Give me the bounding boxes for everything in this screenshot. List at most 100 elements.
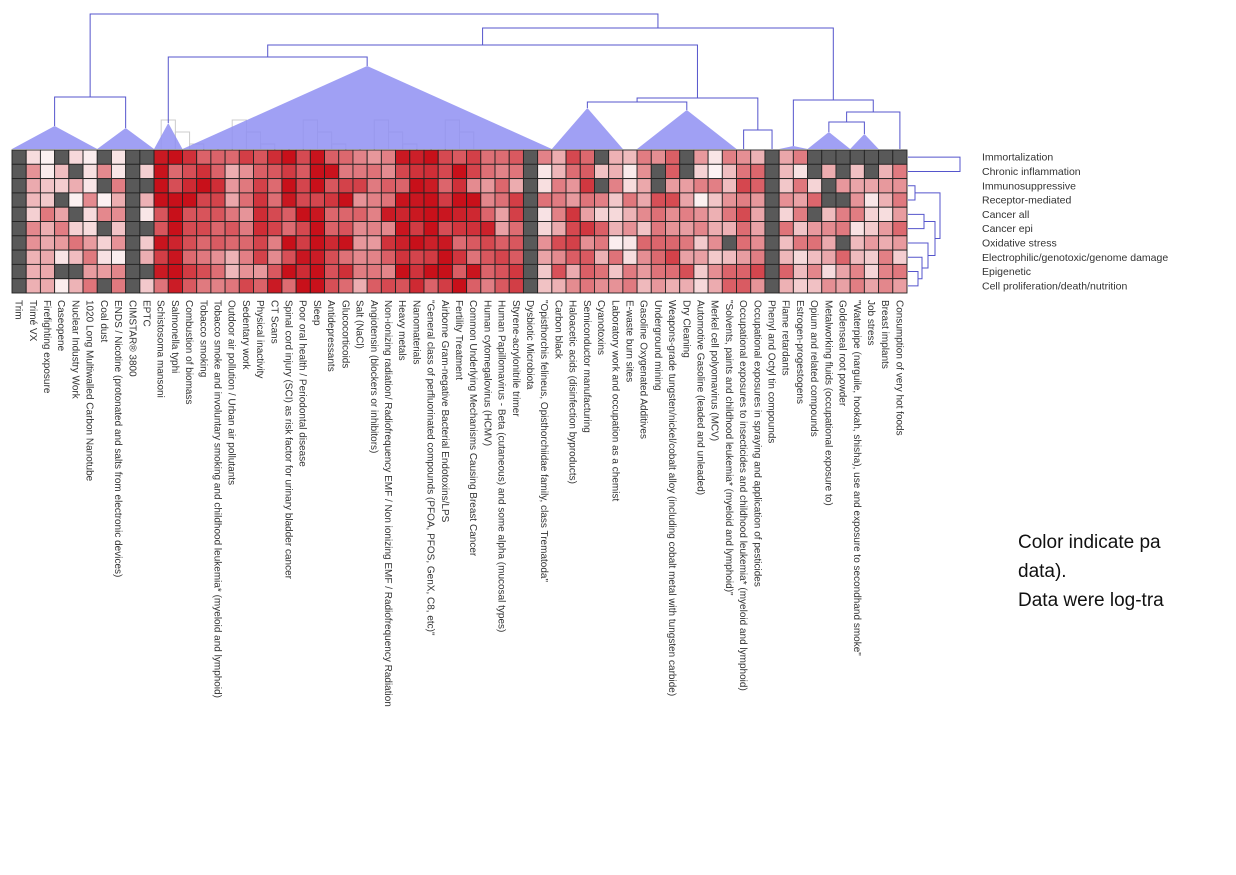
heatmap-cell — [466, 163, 482, 180]
heatmap-cell — [565, 235, 581, 251]
heatmap-cell — [892, 149, 908, 165]
heatmap-cell — [196, 206, 212, 222]
heatmap-cell — [110, 206, 127, 222]
heatmap-cell — [608, 263, 624, 280]
heatmap-cell — [665, 163, 681, 180]
heatmap-cell — [39, 249, 56, 265]
heatmap-cell — [665, 178, 681, 194]
heatmap-cell — [679, 149, 695, 165]
heatmap-cell — [522, 235, 539, 251]
heatmap-cell — [466, 178, 482, 194]
heatmap-cell — [238, 235, 254, 251]
heatmap-cell — [693, 163, 709, 180]
heatmap-cell — [878, 249, 894, 265]
heatmap-cell — [807, 178, 823, 194]
heatmap-cell — [707, 263, 723, 280]
heatmap-cell — [537, 192, 553, 208]
heatmap-cell — [807, 249, 823, 265]
heatmap-cell — [380, 206, 397, 222]
heatmap-cell — [39, 278, 56, 294]
heatmap-cell — [707, 149, 723, 165]
heatmap-cell — [68, 206, 84, 222]
column-label: Non-ionizing radiation/ Radiofrequency E… — [382, 300, 393, 707]
heatmap-cell — [281, 249, 297, 265]
heatmap-cell — [608, 163, 624, 180]
heatmap-cell — [636, 249, 652, 265]
row-dendrogram-branch — [908, 256, 923, 280]
column-label: Heavy metals — [396, 300, 407, 361]
heatmap-cell — [295, 163, 311, 180]
heatmap-cell — [409, 249, 425, 265]
heatmap-cell — [437, 249, 453, 265]
heatmap-cell — [508, 178, 524, 194]
heatmap-cell — [863, 263, 880, 280]
heatmap-cell — [380, 178, 397, 194]
column-label: Styrene-acrylonitrile trimer — [510, 300, 521, 417]
heatmap-cell — [253, 206, 269, 222]
heatmap-cell — [139, 149, 155, 165]
heatmap-cell — [707, 249, 723, 265]
heatmap-cell — [764, 263, 780, 280]
heatmap-cell — [551, 206, 567, 222]
heatmap-cell — [25, 206, 41, 222]
heatmap-cell — [281, 149, 297, 165]
heatmap-cell — [437, 163, 453, 180]
column-label: Tobacco smoking — [197, 300, 208, 377]
heatmap-cell — [863, 206, 880, 222]
heatmap-cell — [807, 163, 823, 180]
row-label: Immortalization — [982, 152, 1053, 164]
heatmap-cell — [110, 178, 127, 194]
heatmap-cell — [579, 263, 595, 280]
heatmap-cell — [636, 178, 652, 194]
heatmap-cell — [551, 263, 567, 280]
heatmap-cell — [153, 178, 169, 194]
heatmap-cell — [707, 221, 723, 237]
heatmap-cell — [622, 263, 638, 280]
heatmap-cell — [807, 263, 823, 280]
heatmap-cell — [451, 235, 468, 251]
heatmap-cell — [721, 149, 737, 165]
row-dendrogram-branch — [908, 156, 961, 172]
heatmap-cell — [764, 163, 780, 180]
heatmap-cell — [139, 278, 155, 294]
heatmap-cell — [25, 221, 41, 237]
column-label: Sleep — [311, 300, 322, 326]
heatmap-cell — [352, 263, 368, 280]
heatmap-cell — [792, 163, 809, 180]
heatmap-cell — [835, 249, 851, 265]
heatmap-cell — [622, 249, 638, 265]
heatmap-cell — [750, 278, 766, 294]
heatmap-cell — [508, 206, 524, 222]
heatmap-cell — [224, 149, 240, 165]
heatmap-cell — [309, 235, 325, 251]
heatmap-cell — [437, 206, 453, 222]
heatmap-cell — [807, 149, 823, 165]
column-dendrogram-branch — [828, 121, 865, 134]
heatmap-cell — [665, 235, 681, 251]
heatmap-cell — [778, 192, 794, 208]
heatmap-cell — [409, 149, 425, 165]
heatmap-cell — [82, 221, 98, 237]
heatmap-cell — [82, 235, 98, 251]
heatmap-cell — [54, 249, 70, 265]
heatmap-cell — [494, 263, 510, 280]
heatmap-cell — [153, 163, 169, 180]
heatmap-cell — [579, 149, 595, 165]
heatmap-cell — [68, 149, 84, 165]
heatmap-cell — [182, 221, 198, 237]
column-label: "Opisthorchis felineus, Opisthorchiidae … — [538, 300, 549, 582]
heatmap-cell — [182, 263, 198, 280]
heatmap-cell — [224, 221, 240, 237]
heatmap-cell — [494, 206, 510, 222]
heatmap-cell — [11, 178, 27, 194]
heatmap-cell — [395, 278, 411, 294]
heatmap-cell — [409, 178, 425, 194]
heatmap-cell — [608, 192, 624, 208]
heatmap-cell — [309, 263, 325, 280]
heatmap-cell — [736, 149, 752, 165]
heatmap-cell — [68, 249, 84, 265]
heatmap-cell — [352, 163, 368, 180]
heatmap-cell — [153, 235, 169, 251]
heatmap-cell — [466, 206, 482, 222]
heatmap-cell — [764, 206, 780, 222]
